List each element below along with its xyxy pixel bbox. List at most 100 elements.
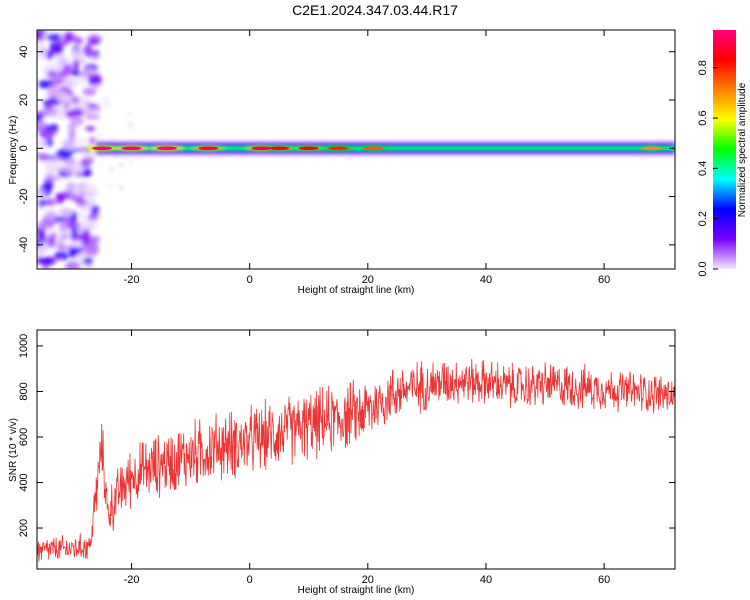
- snr-panel: -20 0 20 40 60 200 400 600 800 1000 Height of st…: [8, 329, 676, 596]
- colorbar-gradient: [713, 30, 736, 269]
- noise-blob: [44, 159, 61, 168]
- noise-blob: [37, 189, 46, 196]
- noise-blob: [78, 103, 89, 109]
- noise-blob: [85, 125, 96, 132]
- signal-peak: [269, 146, 290, 151]
- noise-blob: [87, 198, 96, 203]
- noise-blob: [37, 33, 46, 41]
- noise-blob: [46, 137, 53, 148]
- noise-blob: [37, 249, 44, 257]
- signal-peak: [198, 146, 219, 151]
- noise-blob: [129, 158, 133, 162]
- x-tick-label: 20: [362, 274, 374, 286]
- noise-blob: [118, 184, 122, 188]
- noise-blob: [89, 55, 99, 61]
- noise-blob: [37, 119, 47, 131]
- y-tick-label: 20: [18, 94, 30, 106]
- noise-blob: [63, 79, 72, 85]
- noise-blob: [90, 204, 100, 216]
- x-tick-label: 60: [598, 274, 610, 286]
- noise-blob: [37, 224, 43, 230]
- colorbar: 0.0 0.2 0.4 0.6 0.8 Normalized spectral ampl…: [697, 30, 748, 277]
- noise-blob: [62, 139, 75, 150]
- colorbar-ticks: 0.0 0.2 0.4 0.6 0.8: [697, 60, 718, 277]
- noise-blob: [65, 182, 77, 191]
- noise-blob: [38, 79, 53, 89]
- y-tick-label: -40: [18, 237, 30, 253]
- noise-blobs: [37, 30, 133, 269]
- noise-blob: [47, 60, 54, 72]
- noise-blob: [79, 181, 92, 188]
- y-tick-label: 40: [18, 46, 30, 58]
- noise-blob: [53, 113, 68, 120]
- x-tick-label: 40: [480, 274, 492, 286]
- noise-blob: [120, 186, 124, 190]
- noise-blob: [44, 209, 57, 222]
- noise-blob: [59, 221, 67, 233]
- signal-peak: [121, 146, 142, 151]
- noise-blob: [56, 148, 73, 160]
- spectrogram-y-label: Frequency (Hz): [8, 116, 19, 185]
- signal-peak: [91, 146, 112, 151]
- noise-blob: [43, 107, 58, 117]
- noise-blob: [56, 244, 68, 252]
- noise-blob: [84, 115, 98, 120]
- snr-x-label: Height of straight line (km): [298, 585, 415, 596]
- noise-blob: [82, 87, 97, 96]
- noise-blob: [87, 39, 100, 45]
- noise-blob: [47, 232, 59, 237]
- x-tick-label: -20: [124, 274, 140, 286]
- noise-blob: [73, 59, 80, 71]
- noise-blob: [84, 185, 100, 195]
- colorbar-tick-label: 0.2: [697, 211, 709, 226]
- noise-blob: [68, 248, 78, 259]
- x-tick-label: 0: [247, 274, 253, 286]
- noise-blob: [44, 198, 57, 206]
- snr-y-label: SNR (10 * v/v): [8, 418, 19, 482]
- noise-blob: [105, 103, 109, 107]
- x-tick-label: 40: [480, 574, 492, 586]
- noise-blob: [58, 207, 74, 217]
- noise-blob: [70, 48, 83, 61]
- noise-blob: [70, 35, 81, 43]
- noise-blob: [84, 43, 93, 55]
- spectrogram-x-label: Height of straight line (km): [298, 285, 415, 296]
- noise-blob: [42, 99, 56, 106]
- noise-blob: [87, 214, 99, 221]
- noise-blob: [84, 244, 100, 257]
- noise-blob: [45, 172, 54, 181]
- noise-blob: [39, 127, 53, 140]
- x-tick-label: 20: [362, 574, 374, 586]
- noise-blob: [43, 180, 54, 191]
- noise-blob: [48, 85, 60, 97]
- colorbar-tick-label: 0.6: [697, 110, 709, 125]
- noise-blob: [42, 237, 53, 245]
- signal-band: [85, 141, 675, 156]
- noise-blob: [71, 239, 84, 248]
- colorbar-label: Normalized spectral amplitude: [737, 82, 748, 217]
- noise-blob: [60, 94, 75, 104]
- noise-blob: [129, 123, 133, 127]
- noise-blob: [85, 222, 97, 230]
- colorbar-tick-label: 0.8: [697, 60, 709, 75]
- y-tick-label: -20: [18, 189, 30, 205]
- noise-blob: [109, 167, 113, 171]
- signal-peak: [156, 146, 177, 151]
- noise-blob: [104, 98, 108, 102]
- signal-peak: [298, 146, 319, 151]
- noise-blob: [88, 73, 95, 80]
- noise-blob: [76, 222, 85, 234]
- spectrogram-x-ticks: -20 0 20 40 60: [124, 30, 610, 286]
- noise-blob: [82, 263, 96, 269]
- noise-blob: [54, 39, 69, 47]
- x-tick-label: -20: [124, 574, 140, 586]
- noise-blob: [53, 77, 65, 85]
- noise-blob: [67, 220, 78, 229]
- y-tick-label: 200: [18, 519, 30, 537]
- noise-blob: [39, 218, 55, 230]
- spectrogram-frame: [36, 29, 676, 270]
- noise-blob: [51, 62, 64, 73]
- noise-blob: [61, 216, 68, 221]
- y-tick-label: 800: [18, 382, 30, 400]
